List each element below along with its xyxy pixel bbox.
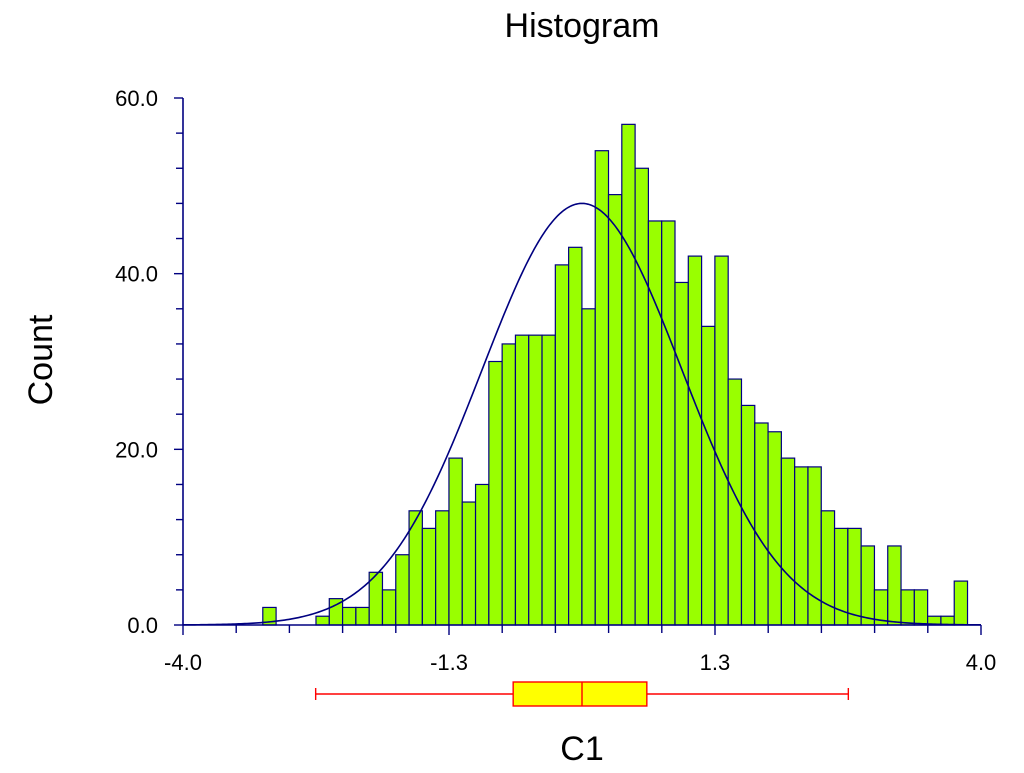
- histogram-bar: [315, 615, 330, 626]
- histogram-bar: [554, 264, 570, 626]
- histogram-bar: [621, 123, 636, 626]
- histogram-bar: [568, 246, 583, 626]
- histogram-bar: [581, 308, 596, 626]
- histogram-bar: [395, 554, 410, 626]
- histogram-bar: [474, 483, 490, 626]
- histogram-bar: [847, 527, 862, 626]
- histogram-bar: [448, 457, 463, 626]
- histogram-bar: [607, 194, 623, 626]
- histogram-bar: [355, 606, 370, 626]
- x-tick-label: -1.3: [430, 650, 468, 675]
- histogram-bar: [953, 580, 969, 626]
- histogram-bar: [687, 255, 703, 626]
- histogram-bar: [634, 167, 650, 626]
- histogram-bar: [740, 404, 756, 626]
- histogram-bar: [807, 466, 822, 626]
- axes-layer: 0.0 20.0 40.0 60.0 -4.0 -1.3 1.3 4.0: [115, 86, 996, 675]
- y-tick-label: 20.0: [115, 437, 158, 462]
- boxplot-box: [512, 681, 648, 707]
- y-tick-label: 60.0: [115, 86, 158, 111]
- normal-fit-curve: [182, 202, 982, 626]
- y-tick-label: 0.0: [127, 613, 158, 638]
- histogram-bar: [780, 457, 796, 626]
- histogram-bar: [913, 589, 929, 626]
- histogram-bar: [860, 545, 876, 626]
- histogram-bar: [794, 466, 809, 626]
- histogram-bar: [421, 527, 437, 626]
- histogram-bar: [661, 220, 676, 626]
- bars-layer: [262, 123, 969, 626]
- boxplot: [314, 681, 850, 707]
- histogram-bar: [767, 431, 782, 626]
- histogram-bar: [594, 150, 610, 626]
- histogram-bar: [887, 545, 902, 626]
- histogram-bar: [435, 510, 450, 626]
- histogram-bar: [488, 360, 503, 626]
- histogram-bar: [714, 255, 729, 626]
- x-tick-label: 4.0: [966, 650, 997, 675]
- histogram-bar: [647, 220, 663, 626]
- histogram-bar: [674, 281, 689, 626]
- histogram-bar: [900, 589, 915, 626]
- x-tick-label: 1.3: [700, 650, 731, 675]
- histogram-bar: [501, 343, 517, 626]
- chart-title: Histogram: [505, 7, 660, 45]
- histogram-bar: [381, 589, 397, 626]
- x-tick-label: -4.0: [164, 650, 202, 675]
- x-axis-label: C1: [560, 730, 603, 768]
- histogram-bar: [461, 501, 477, 626]
- y-axis-label: Count: [22, 314, 60, 405]
- histogram-bar: [528, 334, 543, 626]
- histogram-bar: [541, 334, 556, 626]
- fit-curve-layer: [182, 202, 982, 626]
- histogram-bar: [700, 325, 716, 626]
- histogram-bar: [514, 334, 530, 626]
- y-tick-label: 40.0: [115, 262, 158, 287]
- histogram-bar: [341, 606, 357, 626]
- histogram-bar: [754, 422, 769, 626]
